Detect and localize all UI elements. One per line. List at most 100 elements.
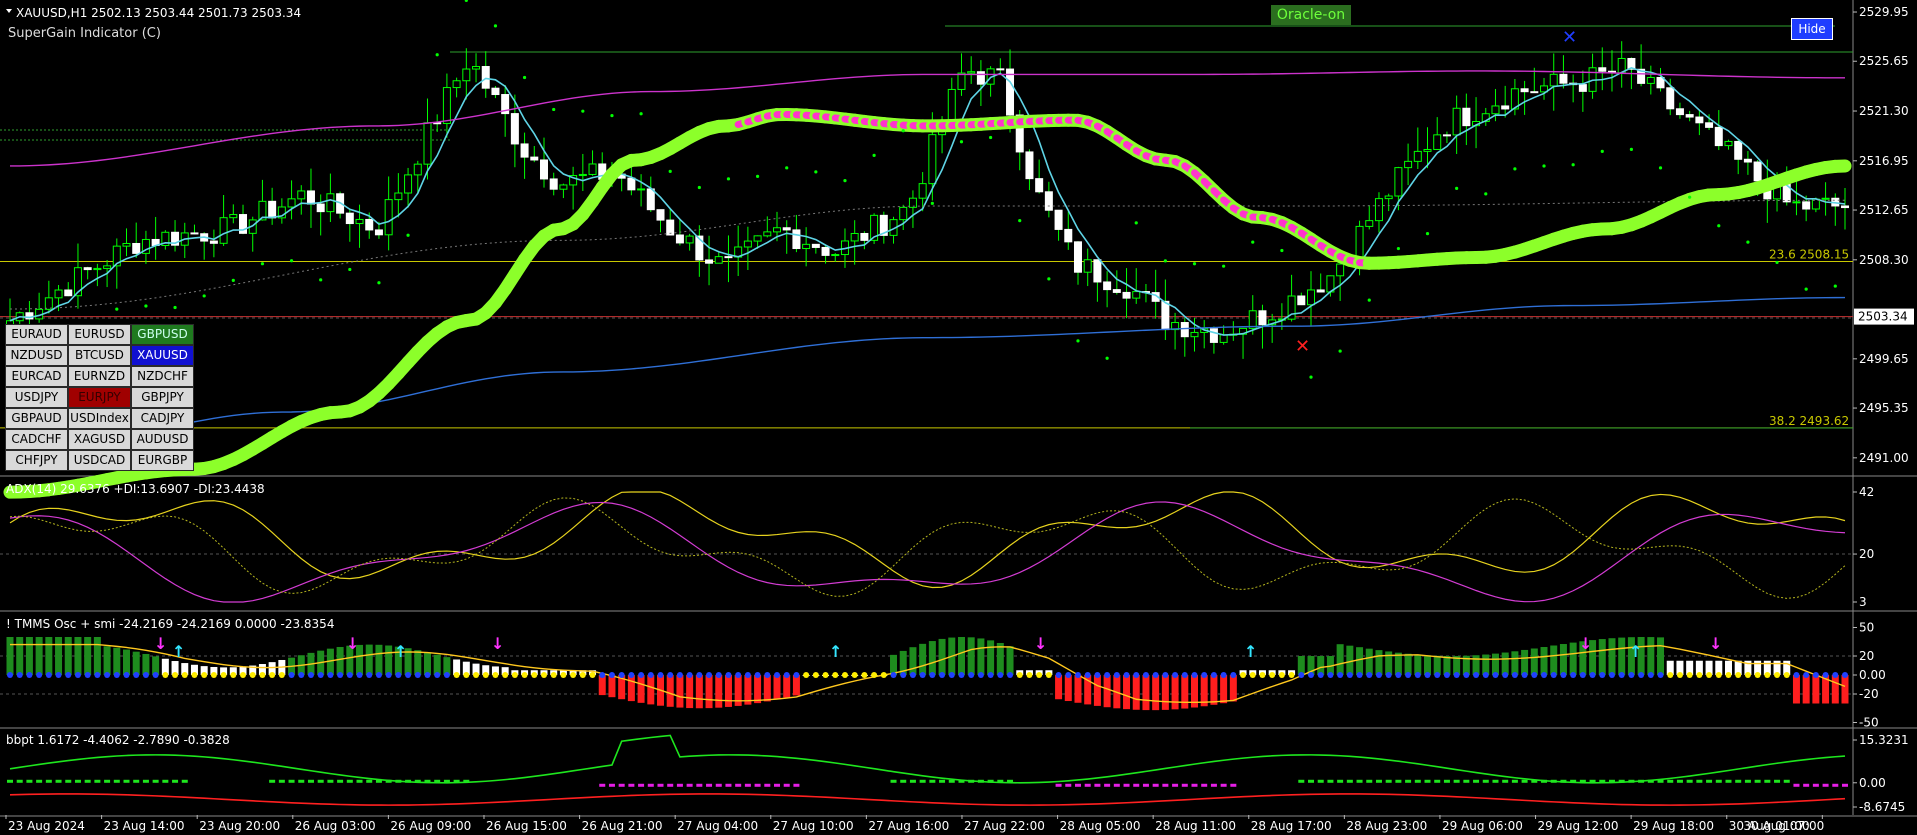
tmms-bar	[1132, 675, 1140, 710]
bbpt-bar	[793, 783, 800, 787]
bbpt-bar	[1589, 779, 1596, 783]
symbol-button-xagusd[interactable]: XAGUSD	[68, 429, 131, 450]
candle-body	[1297, 295, 1306, 306]
symbol-button-eurnzd[interactable]: EURNZD	[68, 366, 131, 387]
adx-label: ADX(14) 29.6376 +DI:13.6907 -DI:23.4438	[6, 482, 265, 496]
tmms-dot	[1706, 672, 1713, 678]
tmms-bar	[501, 667, 509, 675]
bbpt-bar	[1366, 779, 1373, 783]
symbol-button-gbpusd[interactable]: GBPUSD	[131, 324, 194, 345]
tmms-dot	[909, 672, 916, 678]
sar-dot	[1455, 186, 1459, 190]
bbpt-bar	[1541, 779, 1548, 783]
bbpt-bar	[1074, 783, 1081, 787]
tmms-bar	[695, 675, 703, 709]
bbpt-axis-label: 0.00	[1859, 776, 1886, 790]
bbpt-bar	[1007, 779, 1014, 783]
sar-dot	[1688, 195, 1692, 199]
symbol-button-eurgbp[interactable]: EURGBP	[131, 450, 194, 471]
tmms-dot	[812, 672, 819, 678]
tmms-label: ! TMMS Osc + smi -24.2169 -24.2169 0.000…	[6, 617, 334, 631]
tmms-bar	[666, 675, 674, 707]
bbpt-bar	[667, 783, 674, 787]
bbpt-bar	[1725, 779, 1732, 783]
symbol-button-gbpjpy[interactable]: GBPJPY	[131, 387, 194, 408]
tmms-bar	[890, 654, 898, 675]
bbpt-bar	[1657, 779, 1664, 783]
tmms-dot	[36, 672, 43, 678]
sar-dot	[1833, 284, 1837, 288]
bbpt-bar	[1822, 783, 1829, 787]
tmms-dot	[880, 672, 887, 678]
tmms-dot	[667, 672, 674, 678]
bbpt-bar	[1104, 783, 1111, 787]
candle-body	[1685, 114, 1694, 118]
collapse-triangle-icon[interactable]	[6, 9, 12, 13]
symbol-button-eurcad[interactable]: EURCAD	[5, 366, 68, 387]
bbpt-bar	[1764, 779, 1771, 783]
tmms-bar	[1792, 675, 1800, 704]
tmms-dot	[482, 672, 489, 678]
bbpt-bar	[1405, 779, 1412, 783]
symbol-button-eurjpy[interactable]: EURJPY	[68, 387, 131, 408]
symbol-button-cadchf[interactable]: CADCHF	[5, 429, 68, 450]
bbpt-bar	[317, 779, 324, 783]
tmms-bar	[229, 667, 237, 675]
candle-body	[190, 232, 199, 235]
tmms-bar	[336, 646, 344, 675]
symbol-button-gbpaud[interactable]: GBPAUD	[5, 408, 68, 429]
symbol-button-xauusd[interactable]: XAUUSD	[131, 345, 194, 366]
tmms-bar	[1336, 644, 1344, 675]
symbol-button-usdjpy[interactable]: USDJPY	[5, 387, 68, 408]
time-axis-label: 30 Aug 01:00	[1729, 819, 1810, 833]
tmms-dot	[1628, 672, 1635, 678]
tmms-bar	[220, 667, 228, 675]
tmms-dot	[1414, 672, 1421, 678]
tmms-bar	[705, 675, 713, 709]
tmms-dot	[754, 672, 761, 678]
symbol-button-cadjpy[interactable]: CADJPY	[131, 408, 194, 429]
bbpt-bar	[1744, 779, 1751, 783]
bbpt-bar	[1084, 783, 1091, 787]
candle-body	[1666, 87, 1675, 110]
candle-body	[501, 94, 510, 115]
bbpt-bar	[657, 783, 664, 787]
tmms-dot	[987, 672, 994, 678]
bbpt-bar	[725, 783, 732, 787]
bbpt-bar	[754, 783, 761, 787]
tmms-dot	[1230, 672, 1237, 678]
bbpt-bull-line	[9, 734, 1846, 784]
symbol-button-nzdusd[interactable]: NZDUSD	[5, 345, 68, 366]
symbol-button-euraud[interactable]: EURAUD	[5, 324, 68, 345]
tmms-dot	[307, 672, 314, 678]
tmms-dot	[74, 672, 81, 678]
bbpt-bar	[1647, 779, 1654, 783]
tmms-dot	[1065, 672, 1072, 678]
tmms-bar	[423, 652, 431, 675]
tmms-bar	[1802, 675, 1810, 704]
adx-axis-label: 20	[1859, 547, 1874, 561]
oracle-on-button[interactable]: Oracle-on	[1271, 5, 1351, 25]
candle-body	[1491, 105, 1500, 115]
tmms-dot	[1657, 672, 1664, 678]
tmms-dot	[1803, 672, 1810, 678]
bbpt-bar	[1832, 783, 1839, 787]
buy-arrow-icon: ↑	[1629, 642, 1642, 661]
sar-dot	[1222, 264, 1226, 268]
symbol-button-audusd[interactable]: AUDUSD	[131, 429, 194, 450]
symbol-button-eurusd[interactable]: EURUSD	[68, 324, 131, 345]
symbol-button-usdcad[interactable]: USDCAD	[68, 450, 131, 471]
hide-button[interactable]: Hide	[1791, 18, 1833, 40]
symbol-button-btcusd[interactable]: BTCUSD	[68, 345, 131, 366]
candle-body	[25, 312, 34, 320]
tmms-bar	[239, 666, 247, 675]
candle-body	[268, 200, 277, 219]
candle-body	[1365, 220, 1374, 227]
time-axis-label: 29 Aug 12:00	[1538, 819, 1619, 833]
symbol-button-usdindex[interactable]: USDIndex	[68, 408, 131, 429]
candle-body	[1287, 295, 1296, 320]
symbol-button-nzdchf[interactable]: NZDCHF	[131, 366, 194, 387]
symbol-button-chfjpy[interactable]: CHFJPY	[5, 450, 68, 471]
price-axis-label: 2491.00	[1859, 451, 1909, 465]
